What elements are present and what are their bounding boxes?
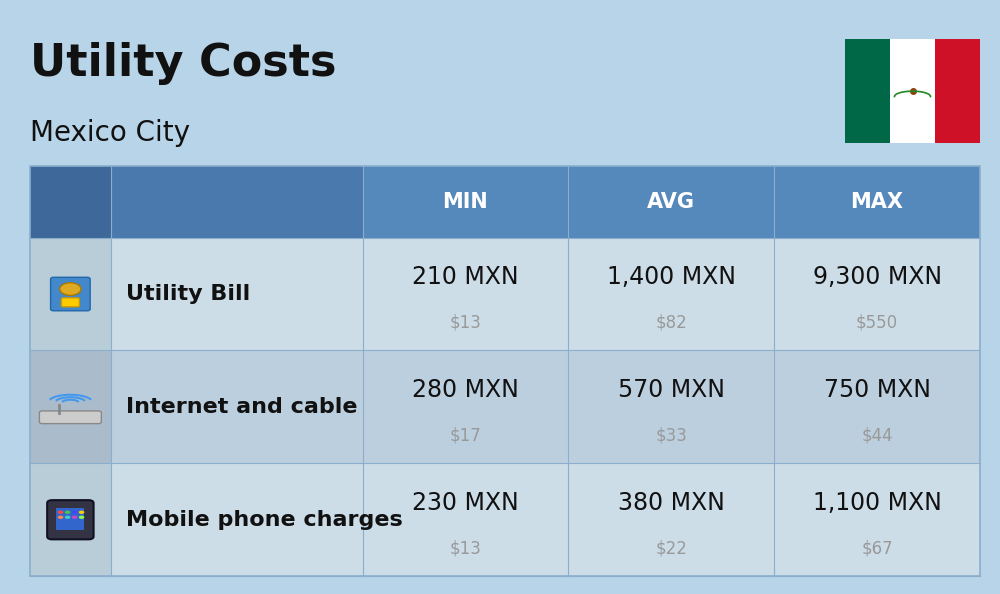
- Text: 280 MXN: 280 MXN: [412, 378, 519, 402]
- Bar: [30, 350, 111, 463]
- Circle shape: [65, 516, 70, 519]
- Bar: [56, 508, 84, 530]
- Bar: [30, 166, 980, 238]
- Bar: [111, 238, 980, 350]
- Text: Utility Bill: Utility Bill: [126, 284, 250, 304]
- Text: 570 MXN: 570 MXN: [618, 378, 725, 402]
- Circle shape: [60, 283, 81, 295]
- Circle shape: [65, 511, 70, 514]
- Text: 1,100 MXN: 1,100 MXN: [813, 491, 942, 515]
- Text: $82: $82: [655, 314, 687, 331]
- Text: 210 MXN: 210 MXN: [412, 266, 519, 289]
- Bar: [935, 39, 980, 143]
- Text: $13: $13: [449, 314, 481, 331]
- Text: $33: $33: [655, 426, 687, 444]
- Bar: [111, 350, 980, 463]
- FancyBboxPatch shape: [61, 298, 79, 307]
- Bar: [30, 166, 111, 238]
- Bar: [30, 166, 980, 576]
- Text: $17: $17: [450, 426, 481, 444]
- Text: MAX: MAX: [851, 192, 904, 212]
- Text: 1,400 MXN: 1,400 MXN: [607, 266, 736, 289]
- Text: $44: $44: [861, 426, 893, 444]
- Bar: [30, 463, 111, 576]
- Text: $67: $67: [861, 539, 893, 557]
- Bar: [30, 238, 111, 350]
- Text: 750 MXN: 750 MXN: [824, 378, 931, 402]
- Text: 9,300 MXN: 9,300 MXN: [813, 266, 942, 289]
- Circle shape: [72, 516, 77, 519]
- Text: MIN: MIN: [443, 192, 488, 212]
- Text: Internet and cable: Internet and cable: [126, 397, 357, 417]
- Bar: [845, 39, 890, 143]
- Circle shape: [58, 516, 63, 519]
- Text: 230 MXN: 230 MXN: [412, 491, 519, 515]
- Text: $13: $13: [449, 539, 481, 557]
- Circle shape: [72, 511, 77, 514]
- Text: Mobile phone charges: Mobile phone charges: [126, 510, 402, 530]
- Circle shape: [79, 516, 84, 519]
- FancyBboxPatch shape: [47, 500, 94, 539]
- Text: $22: $22: [655, 539, 687, 557]
- Bar: [890, 39, 935, 143]
- Circle shape: [58, 511, 63, 514]
- Text: $550: $550: [856, 314, 898, 331]
- Text: AVG: AVG: [647, 192, 695, 212]
- Text: Mexico City: Mexico City: [30, 119, 190, 147]
- Text: Utility Costs: Utility Costs: [30, 42, 336, 84]
- FancyBboxPatch shape: [39, 411, 101, 424]
- Bar: [111, 166, 362, 238]
- Circle shape: [79, 511, 84, 514]
- FancyBboxPatch shape: [51, 277, 90, 311]
- Bar: [111, 463, 980, 576]
- Text: 380 MXN: 380 MXN: [618, 491, 725, 515]
